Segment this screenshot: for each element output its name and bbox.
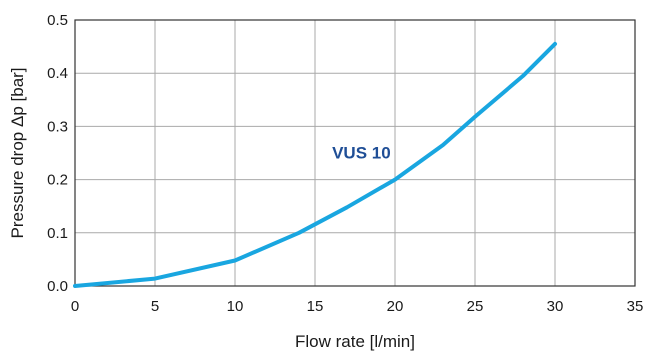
x-tick-label: 15 [307,298,324,315]
y-tick-label: 0.2 [47,172,68,189]
grid-lines [75,20,635,286]
x-tick-label: 10 [227,298,244,315]
y-tick-label: 0.1 [47,225,68,242]
x-tick-label: 30 [547,298,564,315]
y-tick-label: 0.4 [47,65,68,82]
series-layer [73,41,557,288]
y-tick-label: 0.5 [47,12,68,29]
x-tick-label: 35 [627,298,644,315]
y-tick-labels: 0.0 0.1 0.2 0.3 0.4 0.5 [47,12,68,295]
plot-frame [74,19,636,287]
y-tick-label: 0.0 [47,278,68,295]
series-annotation: VUS 10 [332,143,391,162]
x-tick-label: 25 [467,298,484,315]
x-tick-label: 0 [71,298,79,315]
x-tick-labels: 0 5 10 15 20 25 30 35 [71,298,644,315]
y-tick-label: 0.3 [47,118,68,135]
y-axis-title: Pressure drop Δp [bar] [8,67,27,238]
x-tick-label: 20 [387,298,404,315]
annotation-layer: VUS 10 [332,143,391,162]
series-line [73,41,557,288]
x-axis-title: Flow rate [l/min] [295,332,415,351]
x-tick-label: 5 [151,298,159,315]
